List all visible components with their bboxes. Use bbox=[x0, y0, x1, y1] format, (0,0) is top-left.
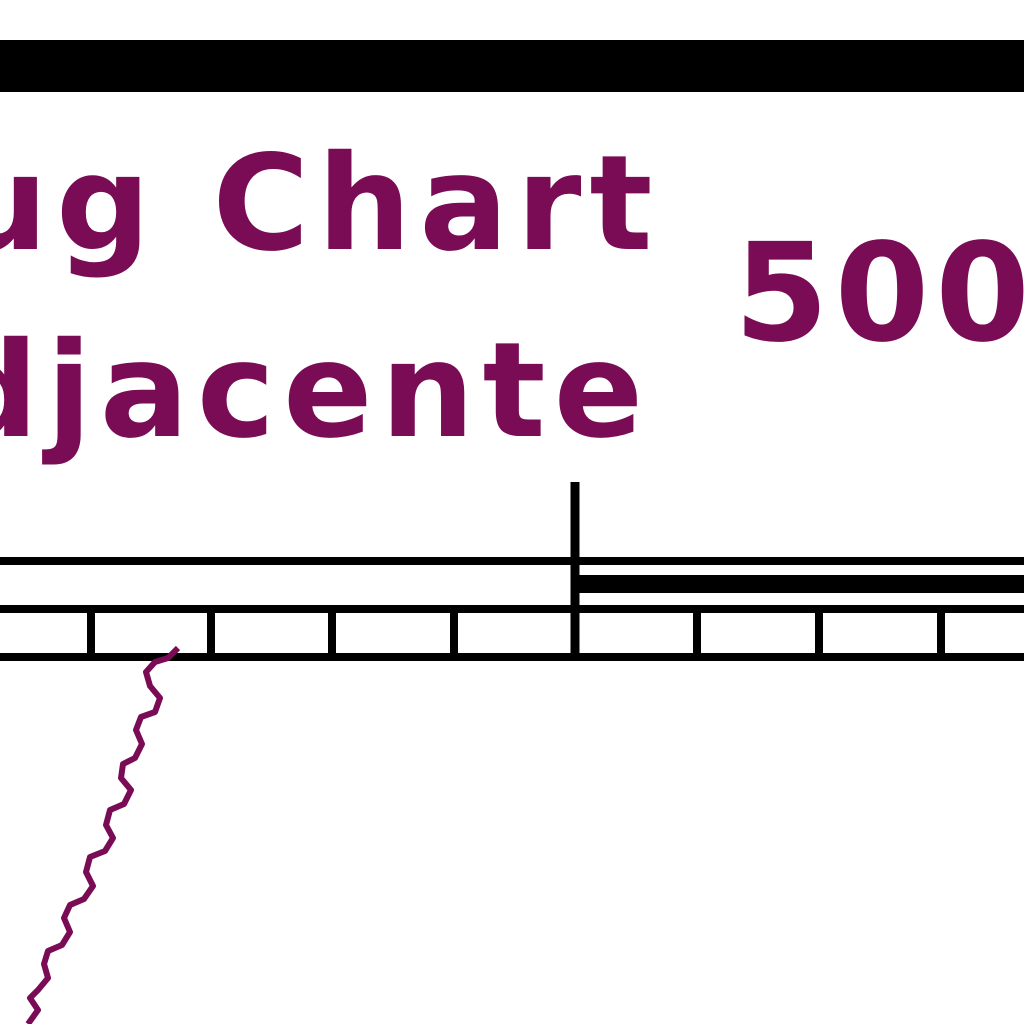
chart-label-line2: djacente bbox=[0, 314, 652, 468]
leader-squiggle bbox=[25, 645, 181, 1024]
scale-thick-segment bbox=[574, 575, 1024, 593]
scale-number: 500 bbox=[734, 215, 1024, 373]
map-border-bar bbox=[0, 40, 1024, 92]
chart-label-line1: ug Chart bbox=[0, 127, 661, 281]
